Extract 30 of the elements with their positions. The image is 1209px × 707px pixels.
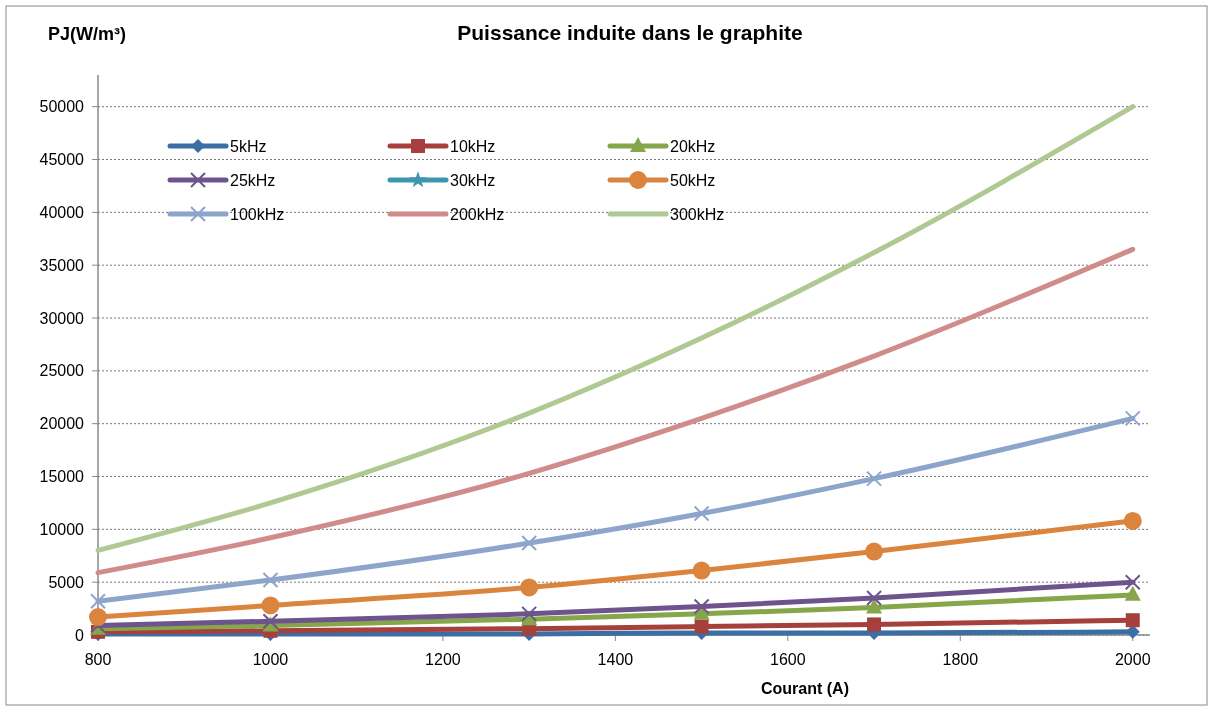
y-tick-label: 10000 xyxy=(39,520,85,538)
y-tick-label: 20000 xyxy=(39,415,85,433)
x-tick-label: 1200 xyxy=(425,651,461,668)
y-tick-label: 45000 xyxy=(39,151,85,169)
x-tick-label: 1400 xyxy=(597,651,634,668)
y-tick-label: 0 xyxy=(75,626,85,644)
y-axis-title: PJ(W/m³) xyxy=(48,24,126,44)
legend-label: 300kHz xyxy=(670,205,725,223)
legend-label: 5kHz xyxy=(230,137,267,155)
y-tick-label: 15000 xyxy=(39,468,85,486)
chart-title: Puissance induite dans le graphite xyxy=(457,21,803,44)
legend-label: 25kHz xyxy=(230,171,276,189)
x-tick-label: 2000 xyxy=(1114,651,1151,668)
x-tick-label: 1800 xyxy=(942,651,979,668)
legend-label: 50kHz xyxy=(670,171,716,189)
x-tick-label: 800 xyxy=(84,651,112,668)
y-tick-label: 50000 xyxy=(39,98,85,116)
y-tick-label: 40000 xyxy=(39,203,85,221)
legend-label: 200kHz xyxy=(450,205,505,223)
y-tick-label: 35000 xyxy=(39,256,85,274)
x-axis-title: Courant (A) xyxy=(761,680,849,697)
y-tick-label: 30000 xyxy=(39,309,85,327)
x-tick-label: 1600 xyxy=(770,651,806,668)
legend-label: 20kHz xyxy=(670,137,716,155)
y-tick-label: 25000 xyxy=(39,362,85,380)
legend-label: 100kHz xyxy=(230,205,285,223)
legend-label: 30kHz xyxy=(450,171,496,189)
y-tick-label: 5000 xyxy=(48,573,85,591)
x-tick-label: 1000 xyxy=(252,651,289,668)
legend-label: 10kHz xyxy=(450,137,496,155)
